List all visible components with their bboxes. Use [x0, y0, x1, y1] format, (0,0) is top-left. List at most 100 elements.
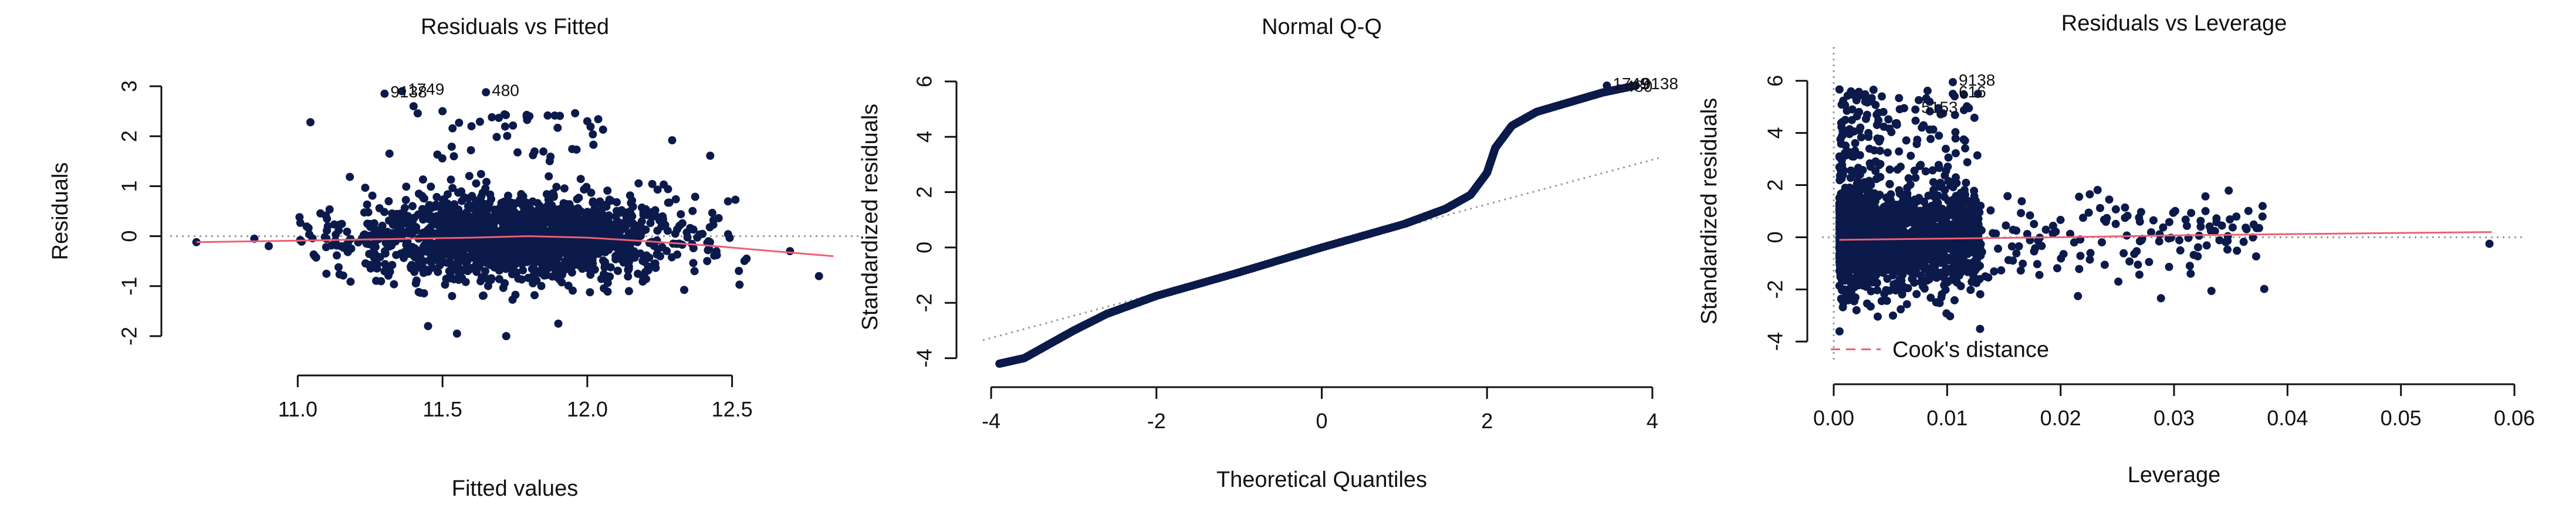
data-point	[2205, 222, 2214, 231]
y-tick-label: 4	[912, 131, 937, 143]
data-point	[613, 266, 622, 275]
data-point	[2233, 246, 2242, 255]
data-point	[1963, 249, 1972, 258]
data-point	[626, 191, 634, 200]
data-point	[1877, 297, 1886, 306]
data-point	[407, 264, 415, 273]
data-point	[1864, 133, 1873, 141]
data-point	[2132, 247, 2141, 256]
data-point	[322, 234, 331, 243]
data-point	[2074, 292, 2083, 300]
data-point	[337, 219, 346, 228]
data-point	[312, 253, 320, 262]
data-point	[450, 200, 459, 209]
data-point	[2212, 214, 2221, 223]
data-point	[626, 207, 634, 216]
data-point	[587, 224, 596, 233]
data-point	[385, 149, 394, 158]
data-point	[492, 133, 501, 141]
data-point	[1867, 269, 1876, 277]
x-tick-label: 0.01	[1926, 406, 1968, 430]
data-point	[645, 253, 654, 262]
data-point	[611, 212, 620, 221]
data-point	[346, 277, 355, 286]
data-point	[405, 249, 414, 258]
data-point	[1837, 222, 1845, 231]
y-tick-label: 0	[117, 231, 141, 242]
data-point	[1873, 174, 1882, 183]
data-point	[1896, 305, 1905, 314]
data-point	[1911, 105, 1920, 114]
data-point	[2189, 250, 2198, 259]
x-tick-label: 0.04	[2267, 406, 2308, 430]
data-point	[361, 184, 370, 192]
data-point	[1920, 265, 1929, 273]
data-point	[498, 206, 506, 215]
data-point	[1839, 260, 1848, 269]
data-point	[604, 215, 613, 224]
data-point	[1941, 231, 1949, 239]
smooth-curve	[1839, 231, 2492, 241]
data-point	[564, 225, 573, 233]
data-point	[1906, 151, 1915, 160]
data-point	[1854, 87, 1863, 96]
data-point	[1841, 184, 1850, 192]
data-point	[624, 272, 633, 281]
legend-label: Cook's distance	[1892, 338, 2049, 363]
data-point	[1970, 187, 1979, 195]
data-point	[2105, 195, 2114, 204]
data-point	[401, 196, 410, 204]
data-point	[1882, 193, 1891, 202]
data-point	[378, 225, 386, 233]
data-point	[403, 238, 412, 246]
data-point	[502, 240, 511, 249]
data-point	[410, 214, 419, 222]
data-point	[1862, 231, 1871, 239]
data-point	[471, 232, 479, 241]
data-point	[1615, 84, 1624, 93]
data-point	[573, 195, 582, 204]
data-point	[573, 253, 582, 262]
data-point	[714, 214, 723, 222]
data-point	[703, 257, 712, 265]
data-point	[1871, 197, 1879, 206]
data-point	[1942, 144, 1950, 153]
data-point	[448, 124, 457, 133]
data-point	[583, 244, 591, 253]
data-point	[1986, 206, 1995, 215]
data-point	[1997, 266, 2006, 275]
data-point	[1904, 174, 1913, 182]
data-point	[466, 146, 475, 155]
data-point	[668, 136, 677, 145]
data-point	[1941, 171, 1949, 180]
data-point	[2002, 221, 2010, 230]
data-point	[587, 188, 596, 197]
data-point	[371, 243, 380, 251]
data-point	[2037, 242, 2046, 250]
data-point	[2207, 287, 2216, 295]
data-point	[503, 191, 512, 200]
data-point	[486, 190, 495, 199]
data-point	[1887, 213, 1895, 221]
data-point	[1973, 90, 1982, 98]
data-point	[1900, 246, 1909, 255]
x-axis-label: Leverage	[2128, 463, 2220, 487]
data-point	[2145, 258, 2154, 266]
data-point	[574, 205, 583, 214]
x-tick-label: 12.5	[712, 397, 753, 421]
data-point	[1972, 262, 1981, 271]
data-point	[408, 202, 417, 211]
data-point	[501, 253, 510, 262]
data-point	[1916, 272, 1925, 280]
data-point	[1835, 85, 1844, 94]
data-point	[600, 270, 608, 279]
data-point	[2201, 206, 2210, 215]
data-point	[1880, 289, 1889, 298]
data-point	[1911, 116, 1920, 125]
data-point	[1898, 290, 1906, 299]
data-point	[1877, 260, 1886, 269]
data-point	[2175, 236, 2183, 245]
data-point	[2258, 212, 2267, 221]
data-point	[481, 184, 490, 193]
data-point	[1935, 164, 1943, 172]
